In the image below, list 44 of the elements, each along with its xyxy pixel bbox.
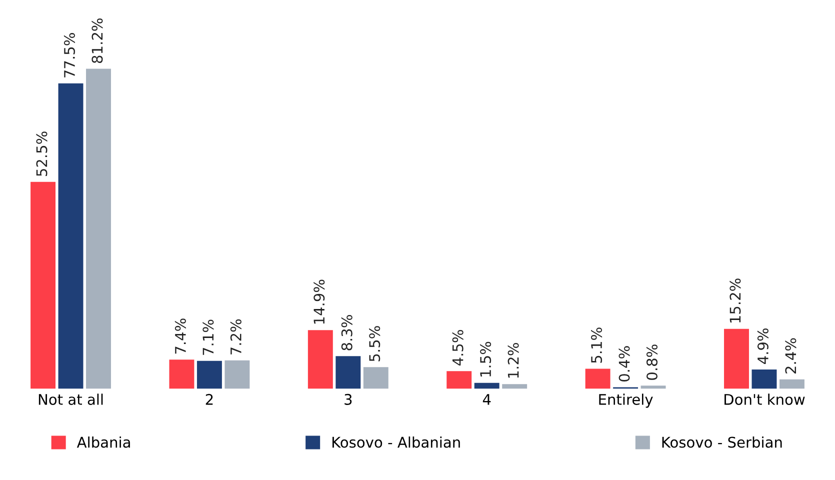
bar [30, 182, 56, 389]
bar [308, 330, 333, 389]
data-label: 0.8% [646, 344, 658, 380]
data-label: 5.5% [369, 326, 380, 362]
data-label: 4.9% [757, 328, 768, 364]
data-label: 7.1% [202, 320, 214, 355]
legend-label: Kosovo - Albanian [332, 436, 460, 448]
data-label: 8.3% [341, 315, 352, 350]
data-label: 52.5% [36, 132, 48, 176]
data-label: 14.9% [314, 280, 325, 324]
data-label: 1.5% [480, 342, 492, 376]
data-label: 0.4% [618, 346, 630, 382]
bar [585, 368, 610, 389]
bar [196, 360, 222, 389]
x-tick-label: 3 [344, 394, 352, 405]
bar [446, 371, 472, 389]
x-tick-label: 4 [482, 394, 491, 405]
x-tick-label: 2 [206, 394, 213, 405]
bar [474, 382, 500, 389]
x-tick-label: Not at all [38, 394, 103, 405]
bar [363, 367, 388, 389]
bar [169, 360, 194, 389]
data-label: 81.2% [92, 18, 103, 64]
bar [58, 83, 84, 389]
bar [640, 386, 666, 389]
legend-label: Kosovo - Serbian [662, 436, 782, 448]
legend-label: Albania [76, 436, 130, 448]
x-tick-label: Entirely [599, 394, 653, 408]
data-label: 7.2% [230, 319, 242, 354]
data-label: 4.5% [452, 330, 464, 366]
bar [502, 384, 528, 389]
data-label: 2.4% [785, 338, 796, 374]
data-label: 1.2% [508, 343, 519, 378]
bar [336, 356, 361, 389]
bar [752, 369, 777, 389]
data-label: 5.1% [591, 328, 602, 363]
data-label: 7.4% [174, 318, 186, 354]
data-label: 77.5% [64, 33, 75, 78]
bar [779, 379, 804, 389]
bar [224, 360, 250, 389]
bar [724, 328, 749, 389]
bar [86, 68, 111, 389]
x-tick-label: Don't know [724, 394, 805, 405]
data-label: 15.2% [730, 278, 741, 322]
